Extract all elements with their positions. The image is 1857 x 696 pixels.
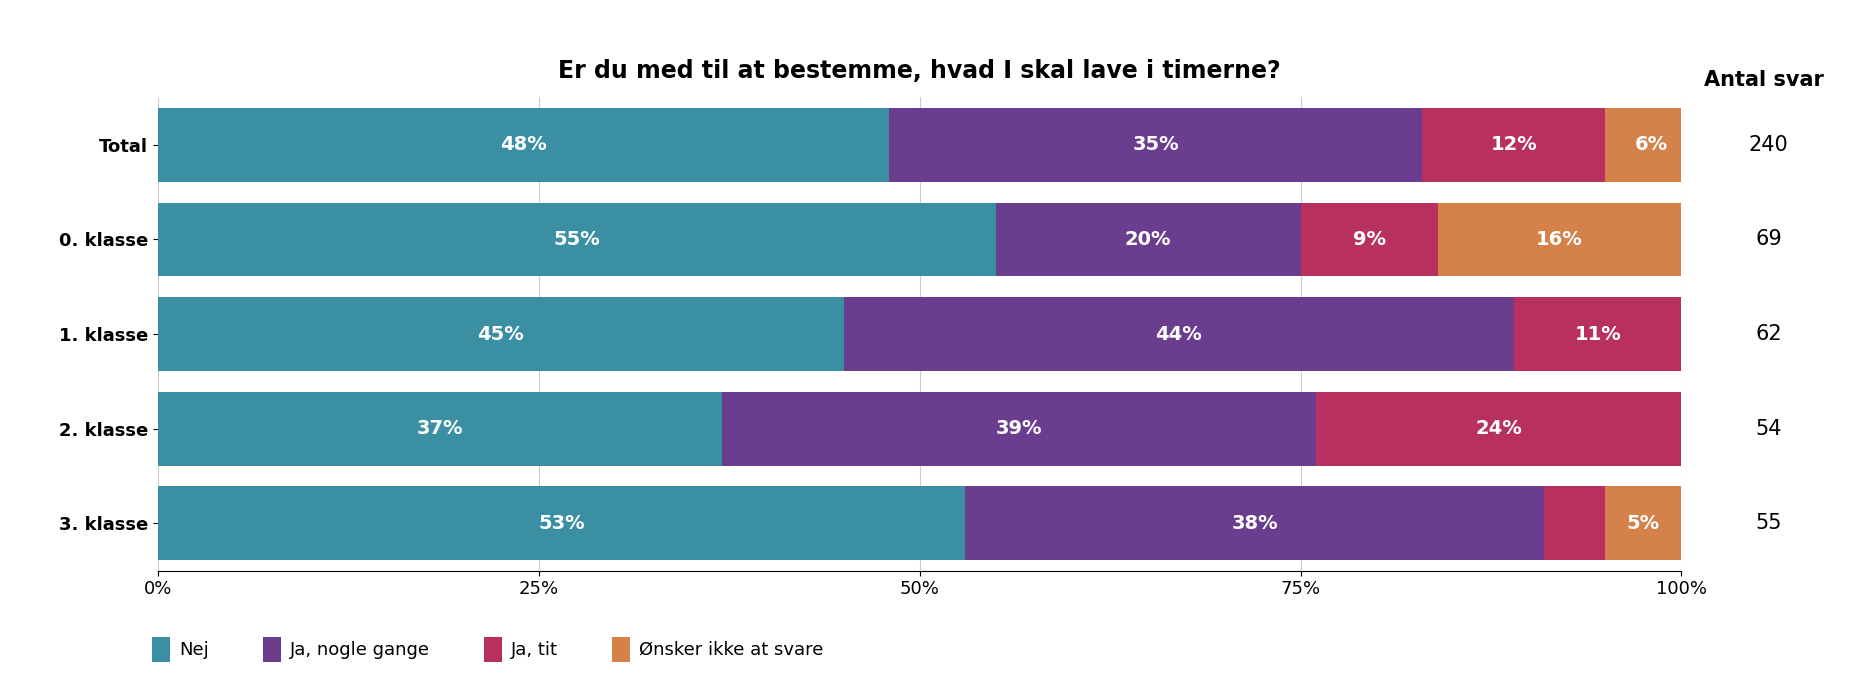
Bar xyxy=(158,392,721,466)
Text: 45%: 45% xyxy=(477,324,524,344)
Bar xyxy=(158,203,995,276)
Text: 55: 55 xyxy=(1755,514,1781,533)
Legend: Nej, Ja, nogle gange, Ja, tit, Ønsker ikke at svare: Nej, Ja, nogle gange, Ja, tit, Ønsker ik… xyxy=(152,637,823,662)
Text: 9%: 9% xyxy=(1352,230,1385,249)
Text: 11%: 11% xyxy=(1573,324,1619,344)
Text: 24%: 24% xyxy=(1474,419,1521,438)
Text: 16%: 16% xyxy=(1536,230,1582,249)
Bar xyxy=(966,487,1543,560)
Bar xyxy=(1604,487,1681,560)
Text: 6%: 6% xyxy=(1634,135,1668,155)
Text: 38%: 38% xyxy=(1231,514,1278,533)
Text: 240: 240 xyxy=(1747,135,1788,155)
Bar xyxy=(158,108,890,182)
Text: 54: 54 xyxy=(1755,419,1781,438)
Bar xyxy=(843,297,1513,371)
Bar xyxy=(721,392,1315,466)
Bar xyxy=(158,487,966,560)
Bar xyxy=(158,297,843,371)
Bar xyxy=(1437,203,1681,276)
Bar xyxy=(995,203,1300,276)
Text: 48%: 48% xyxy=(500,135,546,155)
Text: 55%: 55% xyxy=(553,230,600,249)
Text: 5%: 5% xyxy=(1627,514,1658,533)
Text: 53%: 53% xyxy=(539,514,585,533)
Text: 44%: 44% xyxy=(1155,324,1201,344)
Bar xyxy=(1422,108,1604,182)
Text: Antal svar: Antal svar xyxy=(1703,70,1824,90)
Bar xyxy=(1300,203,1437,276)
Bar xyxy=(1604,108,1695,182)
Bar xyxy=(1315,392,1681,466)
Text: 39%: 39% xyxy=(995,419,1042,438)
Text: 20%: 20% xyxy=(1123,230,1172,249)
Text: 12%: 12% xyxy=(1489,135,1536,155)
Bar xyxy=(1543,487,1604,560)
Bar xyxy=(890,108,1422,182)
Text: 35%: 35% xyxy=(1133,135,1179,155)
Text: 62: 62 xyxy=(1755,324,1781,344)
Text: 69: 69 xyxy=(1755,230,1781,249)
Text: 37%: 37% xyxy=(416,419,462,438)
Bar xyxy=(1513,297,1681,371)
Title: Er du med til at bestemme, hvad I skal lave i timerne?: Er du med til at bestemme, hvad I skal l… xyxy=(559,59,1279,83)
